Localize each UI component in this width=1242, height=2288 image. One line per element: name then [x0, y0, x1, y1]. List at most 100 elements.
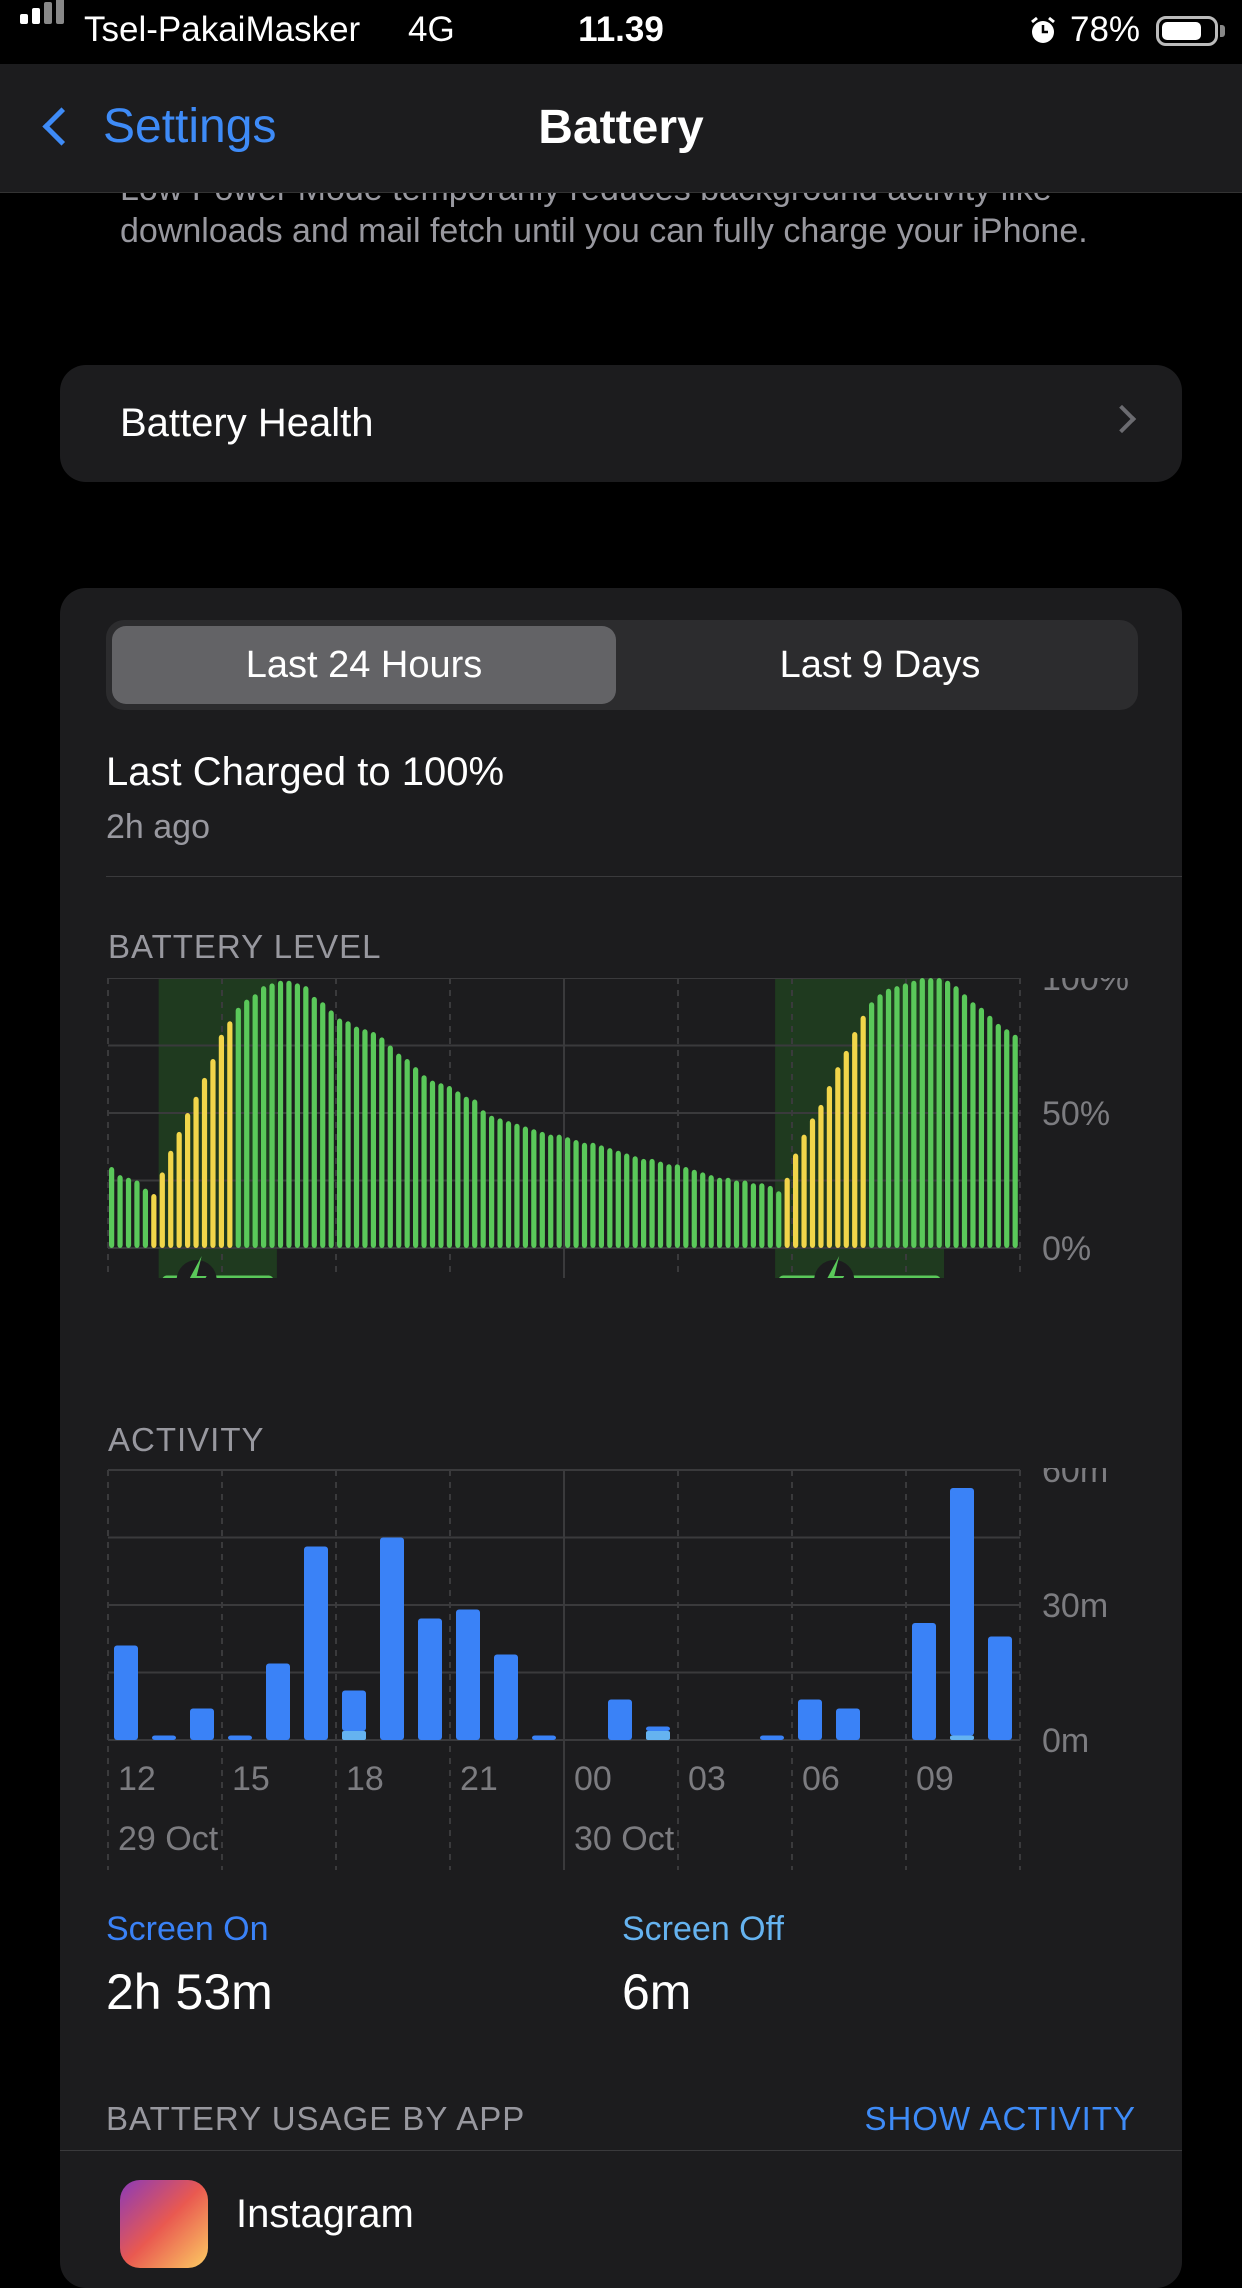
segment-last-9-days[interactable]: Last 9 Days [779, 643, 981, 686]
back-button[interactable]: Settings [36, 94, 276, 158]
battery-bar [261, 986, 267, 1248]
x-tick-label: 03 [688, 1760, 726, 1798]
screen-on-bar [912, 1623, 936, 1740]
battery-bar [353, 1026, 360, 1248]
battery-bar [717, 1177, 723, 1248]
battery-bar [446, 1086, 453, 1248]
divider [106, 876, 1182, 877]
y-tick-label: 60m [1042, 1468, 1108, 1490]
battery-bar [438, 1083, 444, 1248]
screen-off-bar [342, 1731, 366, 1740]
battery-bar [590, 1142, 596, 1248]
battery-bar [936, 978, 942, 1248]
battery-bar [565, 1137, 571, 1248]
battery-bar [489, 1115, 495, 1248]
screen-on-bar [760, 1735, 784, 1740]
battery-bar [818, 1104, 824, 1248]
battery-bar [894, 986, 900, 1248]
battery-bar [573, 1140, 579, 1248]
navigation-bar: Settings Battery [0, 64, 1242, 193]
battery-bar [218, 1034, 225, 1248]
battery-percentage: 78% [1070, 10, 1141, 49]
screen-on-bar [456, 1609, 480, 1740]
screen-on-value: 2h 53m [106, 1964, 273, 2020]
screen-on-bar [342, 1690, 366, 1731]
screen-on-bar [190, 1708, 214, 1740]
battery-bar [168, 1150, 174, 1248]
battery-health-row[interactable]: Battery Health [60, 365, 1182, 482]
activity-label: ACTIVITY [108, 1421, 265, 1458]
battery-bar [201, 1077, 208, 1248]
charging-bolt-icon [827, 1256, 845, 1278]
screen-on-bar [950, 1488, 974, 1736]
battery-health-label: Battery Health [120, 401, 374, 445]
battery-bar [945, 980, 951, 1248]
battery-bar [227, 1021, 233, 1248]
y-tick-label: 100% [1042, 978, 1129, 998]
battery-bar [826, 1086, 833, 1248]
battery-bar [286, 980, 292, 1248]
battery-bar [852, 1032, 858, 1248]
battery-bar [902, 983, 909, 1248]
battery-bar [235, 1007, 241, 1248]
screen-on-bar [418, 1618, 442, 1740]
battery-bar [978, 1007, 985, 1248]
battery-bar [843, 1050, 849, 1248]
battery-tip [1220, 25, 1225, 37]
battery-bar [480, 1110, 486, 1248]
show-activity-button[interactable]: SHOW ACTIVITY [864, 2100, 1136, 2137]
battery-bar [683, 1167, 689, 1248]
x-tick-label: 06 [802, 1760, 840, 1798]
chevron-right-icon [1107, 404, 1137, 434]
battery-bar [598, 1145, 605, 1248]
battery-bar [708, 1175, 714, 1248]
page-title: Battery [538, 101, 704, 154]
y-tick-label: 0% [1042, 1230, 1091, 1268]
activity-chart: 60m 30m 0m 12 15 18 21 00 03 06 09 29 Oct 30 Oct [107, 1468, 1108, 1870]
battery-bar [928, 978, 934, 1248]
battery-usage-by-app-label: BATTERY USAGE BY APP [106, 2100, 526, 2137]
battery-bar [522, 1126, 529, 1248]
battery-bar [657, 1161, 664, 1248]
screen-on-bar [304, 1546, 328, 1740]
screen-off-bar [950, 1735, 974, 1740]
battery-bar [404, 1059, 410, 1248]
battery-bar [1012, 1034, 1018, 1248]
battery-bar [345, 1021, 351, 1248]
battery-bar [632, 1156, 638, 1248]
battery-bar [421, 1075, 427, 1248]
battery-bar [514, 1123, 520, 1248]
battery-bar [294, 983, 301, 1248]
battery-bar [877, 994, 883, 1248]
battery-bar [793, 1153, 799, 1248]
time-range-segmented-control: Last 24 Hours Last 9 Days [106, 620, 1138, 710]
battery-bar [835, 1067, 841, 1248]
battery-bar [776, 1191, 782, 1248]
battery-bar [117, 1175, 123, 1248]
x-tick-label: 00 [574, 1760, 612, 1798]
battery-bar [666, 1164, 672, 1248]
battery-bar [269, 983, 275, 1248]
battery-icon [1156, 16, 1218, 46]
x-tick-label: 12 [118, 1760, 156, 1798]
battery-bar [607, 1148, 613, 1248]
battery-bar [860, 1015, 866, 1248]
battery-level-label: BATTERY LEVEL [108, 928, 382, 965]
segment-last-24-hours[interactable]: Last 24 Hours [112, 626, 616, 704]
battery-bar [505, 1121, 512, 1248]
battery-bar [185, 1113, 191, 1248]
battery-bar [328, 1010, 334, 1248]
battery-bar [337, 1018, 343, 1248]
battery-bar [252, 994, 258, 1248]
battery-bar [987, 1015, 993, 1248]
battery-bar [649, 1158, 655, 1248]
charging-bolt-icon [189, 1256, 207, 1278]
screen-on-label: Screen On [106, 1910, 269, 1948]
charge-window [775, 978, 944, 1278]
battery-bar [193, 1096, 199, 1248]
battery-bar [742, 1180, 748, 1248]
screen-on-bar [494, 1654, 518, 1740]
battery-bar [370, 1032, 377, 1248]
battery-bar [210, 1059, 216, 1248]
